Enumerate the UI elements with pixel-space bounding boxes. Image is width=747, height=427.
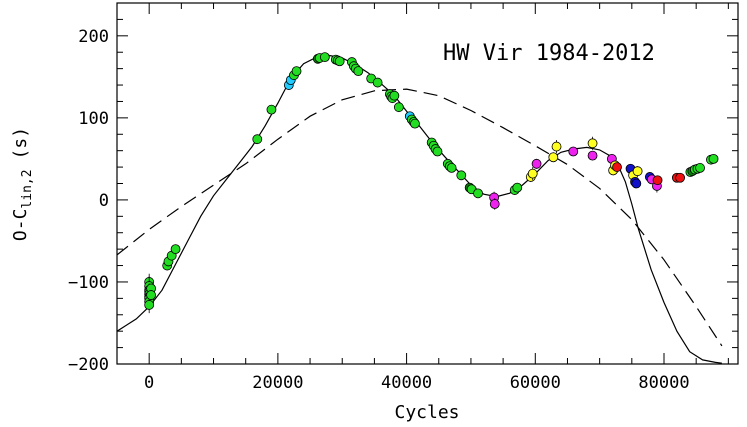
data-point	[334, 56, 345, 67]
y-axis-title: O-Clin,2 (s)	[10, 127, 35, 241]
y-tick-label: 100	[78, 109, 109, 129]
data-point	[389, 90, 400, 101]
y-tick-label: 0	[99, 191, 109, 211]
data-point	[631, 178, 642, 189]
x-tick-label: 20000	[252, 373, 303, 393]
data-point	[548, 152, 559, 163]
data-point	[266, 104, 277, 115]
y-axis-title-main: O-C	[10, 209, 31, 242]
x-tick-label: 80000	[638, 373, 689, 393]
data-point	[410, 118, 420, 129]
data-point	[393, 102, 404, 113]
data-point	[446, 163, 457, 173]
y-tick-label: −200	[68, 355, 109, 375]
data-point	[456, 170, 467, 181]
data-point	[319, 52, 330, 63]
data-point	[612, 162, 622, 172]
x-axis-title: Cycles	[394, 402, 459, 423]
data-point	[144, 300, 155, 310]
plot-area	[117, 52, 723, 364]
x-tick-label: 60000	[510, 373, 561, 393]
chart-title: HW Vir 1984-2012	[443, 41, 655, 66]
x-tick-label: 0	[144, 373, 154, 393]
axis-ticks: 0 20000 40000 60000 80000 −200 −100 0 100 200	[68, 2, 738, 393]
data-point	[489, 199, 500, 209]
data-point	[146, 290, 157, 300]
data-point	[695, 163, 705, 173]
data-point	[170, 244, 181, 255]
data-point	[353, 66, 364, 76]
y-axis-title-sub: lin,2	[20, 169, 35, 208]
data-point	[531, 158, 542, 169]
data-point	[372, 77, 383, 88]
data-point	[432, 146, 443, 157]
data-point	[587, 150, 598, 161]
data-point	[632, 166, 643, 177]
y-axis-title-unit: (s)	[10, 127, 31, 160]
y-tick-label: −100	[68, 273, 109, 293]
data-point	[708, 153, 719, 164]
y-tick-label: 200	[78, 27, 109, 47]
full-fit-curve	[117, 54, 722, 364]
data-point	[675, 172, 685, 183]
x-tick-label: 40000	[381, 373, 432, 393]
lite-fit-curve	[117, 88, 723, 347]
data-point	[568, 146, 579, 157]
data-point	[652, 175, 663, 186]
data-point	[512, 182, 523, 193]
data-point	[291, 66, 302, 76]
data-point	[473, 188, 483, 199]
svg-text:O-Clin,2(s): O-Clin,2 (s)	[10, 127, 35, 241]
data-point	[587, 138, 598, 149]
data-point	[527, 168, 538, 179]
data-point	[551, 141, 562, 152]
data-point	[252, 134, 263, 145]
